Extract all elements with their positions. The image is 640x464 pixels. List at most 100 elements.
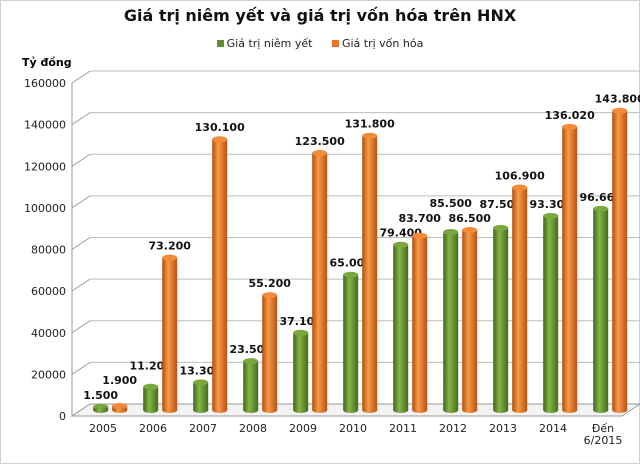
bar-cap (443, 229, 459, 236)
x-tick-label: 2012 (439, 422, 467, 435)
x-tick-label: 2005 (89, 422, 117, 435)
legend-swatch-green (216, 40, 224, 47)
bar-base (612, 407, 628, 413)
legend-swatch-orange (331, 40, 339, 47)
legend-item-listed: Giá trị niêm yết (216, 37, 313, 50)
bar-base (512, 407, 528, 413)
bar-market-cap (412, 235, 428, 410)
bar-cap (562, 123, 578, 130)
bar-cap (612, 107, 628, 114)
bar-cap (493, 224, 509, 231)
bar-base (312, 407, 328, 413)
bar-base (143, 407, 159, 413)
bar-base (562, 407, 578, 413)
bar-cap (343, 271, 359, 278)
gridline-side (71, 153, 91, 167)
bar-cap (362, 132, 378, 139)
bar-base (543, 407, 559, 413)
data-label: 136.020 (545, 109, 595, 122)
bar-market-cap (512, 187, 528, 410)
data-label: 37.100 (279, 315, 322, 328)
bar-listed (593, 208, 609, 410)
x-tick-label: 2013 (489, 422, 517, 435)
bar-cap (412, 232, 428, 239)
data-label: 79.400 (379, 227, 422, 240)
data-label: 86.500 (448, 212, 491, 225)
bar-base (412, 407, 428, 413)
x-tick-label: 2010 (339, 422, 367, 435)
bar-cap (243, 358, 259, 365)
bar-cap (262, 292, 278, 299)
y-tick-label: 140000 (24, 119, 66, 132)
bar-cap (312, 149, 328, 156)
bar-listed (543, 215, 559, 410)
gridline-side (71, 112, 91, 126)
bar-base (162, 407, 178, 413)
bar-market-cap (262, 295, 278, 410)
data-label: 83.700 (398, 212, 441, 225)
chart-title: Giá trị niêm yết và giá trị vốn hóa trên… (123, 6, 517, 25)
data-label: 1.500 (83, 389, 118, 402)
bar-listed (293, 332, 309, 410)
y-tick-label: 120000 (24, 160, 66, 173)
data-label: 65.000 (329, 257, 372, 270)
data-label: 93.300 (529, 198, 572, 211)
bar-cap (143, 383, 159, 390)
gridline-side (71, 278, 91, 292)
gridline-side (71, 70, 91, 84)
bar-base (262, 407, 278, 413)
bar-cap (212, 136, 228, 143)
bar-base (193, 407, 209, 413)
data-label: 106.900 (495, 170, 545, 183)
y-tick-label: 60000 (31, 285, 66, 298)
bar-base (112, 407, 128, 413)
bar-market-cap (612, 110, 628, 410)
bar-base (493, 407, 509, 413)
bar-market-cap (462, 229, 478, 410)
data-label: 11.200 (129, 360, 172, 373)
legend-label: Giá trị niêm yết (226, 37, 313, 50)
bar-cap (393, 241, 409, 248)
y-tick-label: 160000 (24, 77, 66, 90)
bar-cap (512, 184, 528, 191)
data-label: 96.660 (579, 191, 622, 204)
x-tick-label: 2007 (189, 422, 217, 435)
x-tick-label: 2009 (289, 422, 317, 435)
data-label: 143.800 (595, 93, 640, 106)
bar-listed (393, 244, 409, 410)
data-label: 131.800 (345, 118, 395, 131)
y-tick-label: 40000 (31, 327, 66, 340)
bar-market-cap (312, 152, 328, 410)
bar-listed (493, 227, 509, 410)
x-tick-label: 6/2015 (584, 434, 623, 447)
x-tick-label: 2011 (389, 422, 417, 435)
data-label: 123.500 (295, 135, 345, 148)
bar-cap (293, 329, 309, 336)
y-tick-label: 20000 (31, 368, 66, 381)
bar-cap (162, 254, 178, 261)
legend-label: Giá trị vốn hóa (341, 37, 424, 50)
data-label: 130.100 (195, 121, 245, 134)
data-label: 13.300 (179, 364, 222, 377)
y-tick-label: 0 (59, 410, 66, 423)
bar-base (212, 407, 228, 413)
data-label: 1.900 (102, 374, 137, 387)
bar-base (362, 407, 378, 413)
gridline-side (71, 361, 91, 375)
data-label: 23.500 (229, 343, 272, 356)
bar-cap (543, 212, 559, 219)
bar-cap (462, 226, 478, 233)
bar-listed (143, 386, 159, 410)
data-label: 87.500 (479, 198, 522, 211)
bar-listed (443, 232, 459, 410)
y-tick-label: 100000 (24, 202, 66, 215)
bar-market-cap (562, 126, 578, 410)
bar-base (593, 407, 609, 413)
bar-cap (593, 205, 609, 212)
bar-base (443, 407, 459, 413)
legend: Giá trị niêm yết Giá trị vốn hóa (0, 37, 640, 50)
bar-market-cap (362, 135, 378, 410)
bar-market-cap (162, 257, 178, 410)
gridline-side (71, 237, 91, 250)
